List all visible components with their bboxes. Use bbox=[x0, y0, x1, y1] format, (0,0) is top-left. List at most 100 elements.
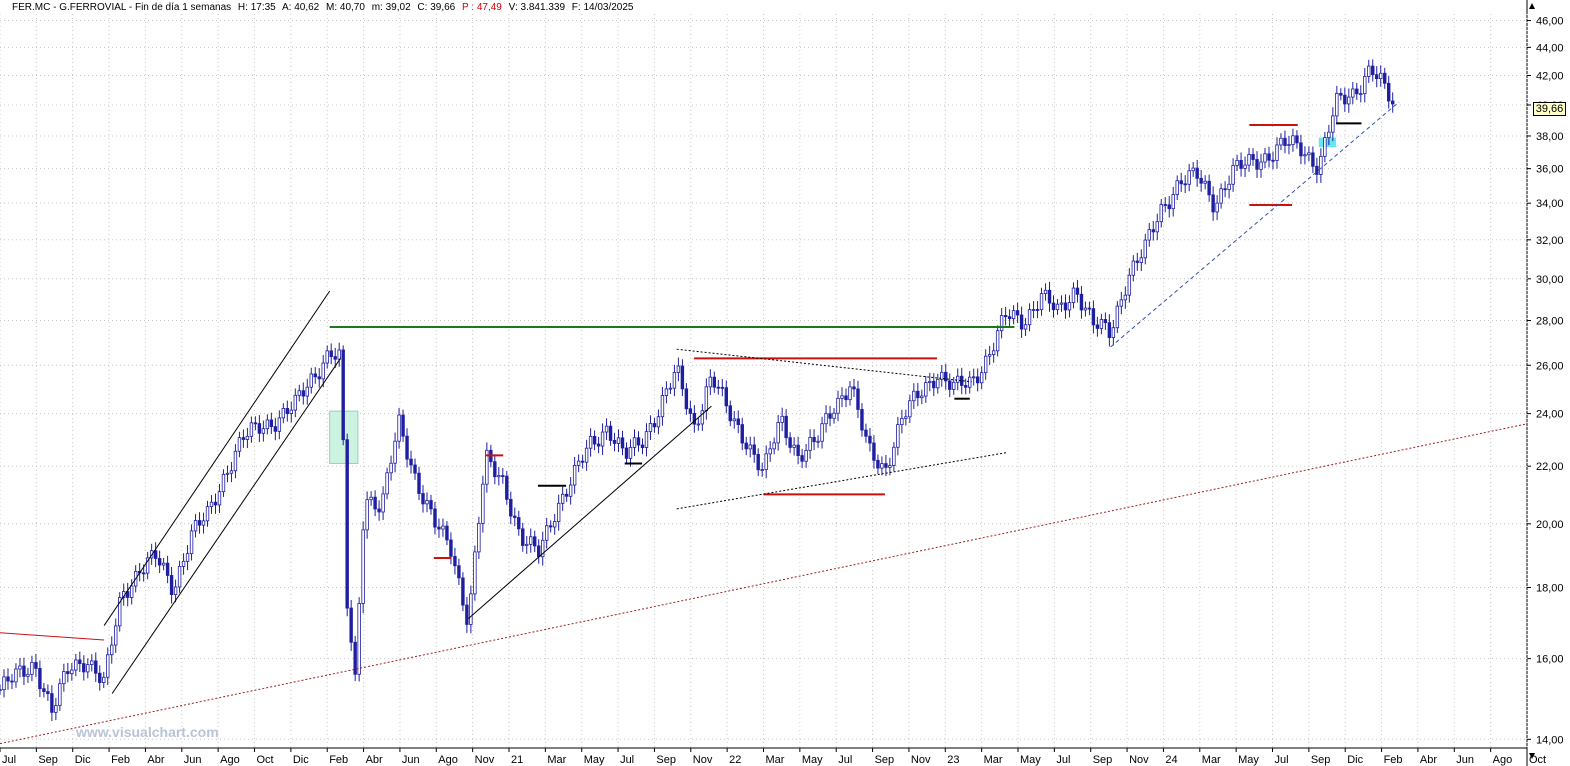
candle-body bbox=[776, 422, 780, 444]
candle-body bbox=[956, 375, 960, 383]
candle-body bbox=[1143, 239, 1147, 259]
candle-body bbox=[90, 660, 94, 665]
candle-body bbox=[1171, 194, 1175, 210]
candle-body bbox=[1383, 72, 1387, 84]
x-tick-label: Sep bbox=[1311, 754, 1331, 766]
candle-body bbox=[269, 419, 274, 427]
candle-body bbox=[564, 493, 569, 497]
candle-body bbox=[177, 565, 182, 588]
candle-body bbox=[1339, 92, 1343, 96]
candle-body bbox=[652, 423, 657, 428]
candle-body bbox=[1191, 167, 1195, 172]
x-tick-label: Jul bbox=[2, 754, 16, 766]
candle-body bbox=[784, 415, 788, 439]
x-tick-label: Ago bbox=[438, 754, 458, 766]
candle-body bbox=[265, 419, 270, 430]
candle-body bbox=[1239, 159, 1243, 169]
candle-body bbox=[129, 585, 134, 598]
last-price-badge: 39,66 bbox=[1533, 102, 1566, 116]
candle-body bbox=[736, 418, 740, 425]
candle-body bbox=[1087, 307, 1092, 310]
x-tick-label: Jul bbox=[838, 754, 852, 766]
candle-body bbox=[377, 508, 381, 513]
candle-body bbox=[333, 356, 337, 360]
candle-body bbox=[780, 415, 784, 423]
candle-body bbox=[612, 440, 617, 444]
max-label: M: 40,70 bbox=[326, 2, 365, 13]
candle-body bbox=[1015, 310, 1020, 316]
candle-body bbox=[26, 673, 30, 677]
candle-body bbox=[708, 376, 713, 388]
candle-body bbox=[888, 465, 892, 468]
candle-body bbox=[1311, 152, 1315, 167]
candle-body bbox=[485, 449, 489, 485]
candle-body bbox=[620, 437, 625, 449]
candle-body bbox=[880, 463, 884, 469]
trend-line bbox=[468, 405, 712, 619]
trend_dotted-line bbox=[676, 348, 972, 383]
candle-body bbox=[289, 409, 294, 414]
candle-body bbox=[1347, 96, 1351, 105]
candle-body bbox=[892, 446, 896, 466]
candle-body bbox=[684, 388, 689, 410]
candle-body bbox=[864, 429, 868, 437]
candle-body bbox=[257, 423, 262, 434]
candle-body bbox=[337, 349, 341, 360]
candle-body bbox=[1351, 88, 1355, 98]
candle-body bbox=[1215, 202, 1219, 213]
candle-body bbox=[1023, 324, 1028, 330]
candle-body bbox=[1059, 302, 1064, 305]
candle-body bbox=[145, 557, 150, 574]
candle-body bbox=[692, 412, 697, 425]
candle-body bbox=[437, 526, 441, 530]
trend_dotted-line bbox=[0, 423, 1528, 745]
candle-body bbox=[1011, 310, 1016, 320]
x-tick-label: Dic bbox=[293, 754, 309, 766]
triangle-up-icon[interactable] bbox=[1528, 2, 1536, 10]
candle-body bbox=[920, 395, 924, 399]
candle-body bbox=[2, 676, 6, 691]
candle-body bbox=[636, 437, 641, 446]
candle-body bbox=[517, 517, 521, 530]
candle-body bbox=[760, 469, 764, 471]
x-tick-label: 21 bbox=[511, 754, 523, 766]
candle-body bbox=[397, 414, 401, 442]
candle-body bbox=[964, 385, 968, 388]
candle-body bbox=[106, 654, 110, 678]
candle-body bbox=[125, 591, 130, 598]
candle-body bbox=[999, 315, 1004, 332]
x-tick-label: Feb bbox=[111, 754, 130, 766]
candle-body bbox=[373, 496, 377, 510]
candle-body bbox=[369, 496, 373, 501]
candle-body bbox=[537, 545, 541, 558]
candle-body bbox=[98, 672, 102, 683]
candle-body bbox=[1335, 92, 1339, 117]
candle-body bbox=[1107, 322, 1112, 339]
candle-body bbox=[545, 525, 549, 541]
candle-body bbox=[596, 443, 601, 447]
x-tick-label: 24 bbox=[1165, 754, 1177, 766]
candle-body bbox=[413, 464, 417, 474]
y-tick-label: 14,00 bbox=[1536, 734, 1564, 746]
candle-body bbox=[521, 528, 525, 546]
candle-body bbox=[756, 453, 760, 471]
candle-body bbox=[1355, 88, 1359, 95]
y-tick-label: 24,00 bbox=[1536, 409, 1564, 421]
candle-body bbox=[1063, 302, 1068, 311]
y-tick-label: 36,00 bbox=[1536, 164, 1564, 176]
candle-body bbox=[688, 408, 693, 414]
x-tick-label: May bbox=[802, 754, 823, 766]
candle-body bbox=[1183, 183, 1187, 186]
triangle-down-icon[interactable] bbox=[1528, 752, 1536, 760]
candle-body bbox=[1159, 204, 1163, 223]
candle-body bbox=[1071, 287, 1076, 303]
candle-body bbox=[971, 376, 976, 379]
candle-body bbox=[329, 350, 333, 357]
candle-body bbox=[704, 386, 709, 412]
candle-body bbox=[1327, 131, 1331, 138]
candle-body bbox=[541, 539, 545, 558]
candle-body bbox=[672, 372, 677, 389]
candle-body bbox=[975, 376, 980, 384]
candle-body bbox=[1291, 135, 1295, 145]
